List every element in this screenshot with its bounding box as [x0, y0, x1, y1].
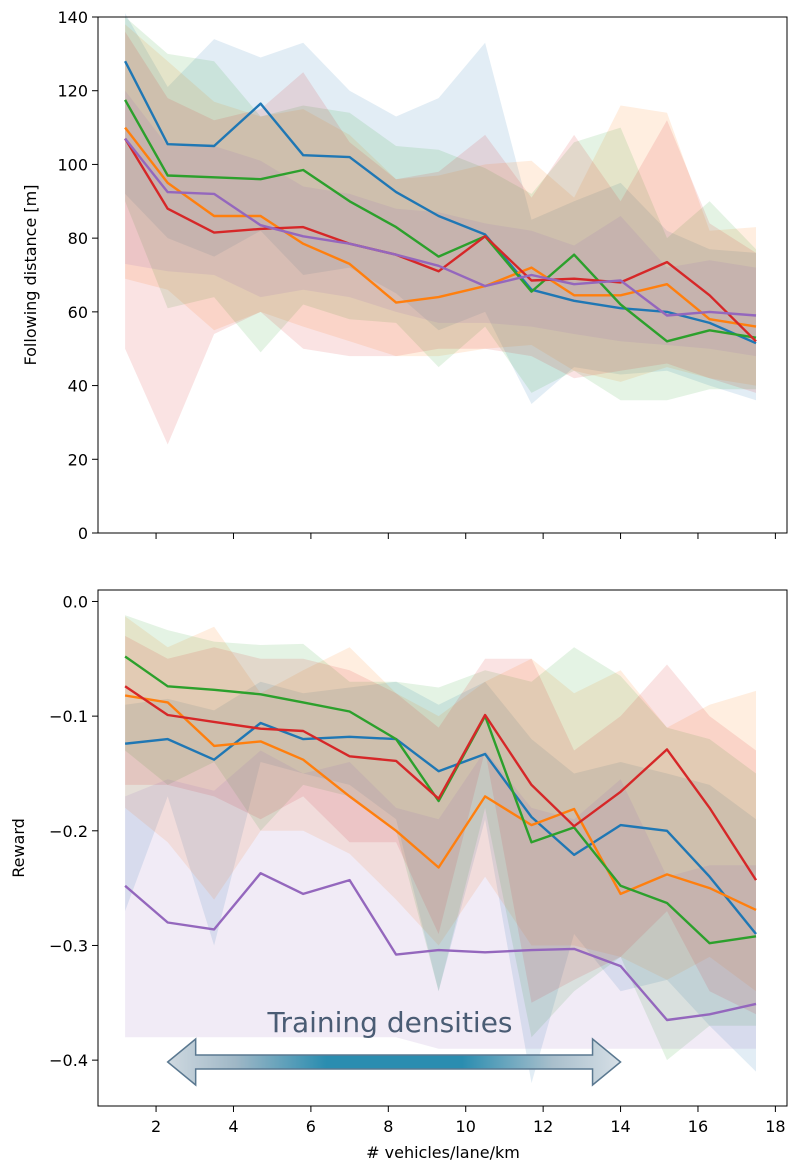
y-tick-label: 100: [57, 155, 88, 174]
y-tick-label: −0.4: [49, 1051, 88, 1070]
y-tick-label: −0.3: [49, 936, 88, 955]
x-axis-ticks: [155, 533, 776, 539]
series-2-line: [124, 655, 757, 945]
series-lines: [124, 60, 757, 345]
series-lines: [124, 655, 758, 1022]
series-3-band: [125, 31, 757, 445]
series-4-line: [124, 137, 757, 317]
series-1-line: [124, 694, 757, 911]
following-distance-chart: 0 20 40 60 80 100 120 140 Following distance [m…: [21, 8, 788, 543]
series-3-line: [124, 137, 757, 343]
x-tick-label: 12: [533, 1117, 553, 1136]
y-tick-label: 80: [68, 229, 88, 248]
training-densities-label: Training densities: [266, 1006, 512, 1039]
series-0-band: [125, 13, 757, 405]
x-tick-label: 14: [610, 1117, 630, 1136]
x-tick-label: 10: [456, 1117, 476, 1136]
x-tick-label: 8: [383, 1117, 393, 1136]
y-axis-label: Following distance [m]: [21, 185, 40, 366]
confidence-bands: [125, 13, 757, 445]
y-tick-label: 60: [68, 303, 88, 322]
series-4-band: [125, 750, 757, 1049]
plot-frame: [97, 589, 788, 1107]
x-tick-label: 18: [765, 1117, 785, 1136]
y-tick-label: −0.1: [49, 707, 88, 726]
x-tick-label: 2: [151, 1117, 161, 1136]
reward-chart: Training densities 0.0 −0.1 −0.2 −0.3 −0.4 2…: [9, 589, 788, 1162]
y-tick-label: −0.2: [49, 822, 88, 841]
x-axis-label: # vehicles/lane/km: [366, 1143, 520, 1162]
plot-frame: [97, 16, 788, 534]
x-tick-label: 16: [688, 1117, 708, 1136]
y-axis-ticks: 0 20 40 60 80 100 120 140: [57, 8, 98, 543]
series-4-band: [125, 90, 757, 357]
y-tick-label: 20: [68, 450, 88, 469]
series-3-line: [124, 685, 758, 881]
series-0-band: [125, 681, 757, 1084]
y-axis-label: Reward: [9, 818, 28, 878]
y-tick-label: 120: [57, 82, 88, 101]
x-axis-ticks: 2 4 6 8 10 12 14 16 18: [151, 1106, 786, 1136]
series-1-line: [124, 126, 757, 328]
training-densities-arrow: Training densities: [166, 1006, 622, 1087]
series-0-line: [124, 721, 757, 935]
series-2-line: [124, 99, 757, 343]
series-0-line: [124, 60, 757, 345]
y-tick-label: 40: [68, 377, 88, 396]
series-1-band: [125, 616, 757, 992]
x-tick-label: 4: [228, 1117, 238, 1136]
y-tick-label: 140: [57, 8, 88, 27]
double-arrow-icon: [166, 1037, 622, 1087]
y-axis-ticks: 0.0 −0.1 −0.2 −0.3 −0.4: [49, 592, 98, 1070]
series-2-band: [125, 615, 757, 1061]
x-tick-label: 6: [306, 1117, 316, 1136]
confidence-bands: [125, 615, 757, 1084]
series-4-line: [124, 872, 757, 1022]
y-tick-label: 0: [78, 524, 88, 543]
y-tick-label: 0.0: [63, 592, 88, 611]
